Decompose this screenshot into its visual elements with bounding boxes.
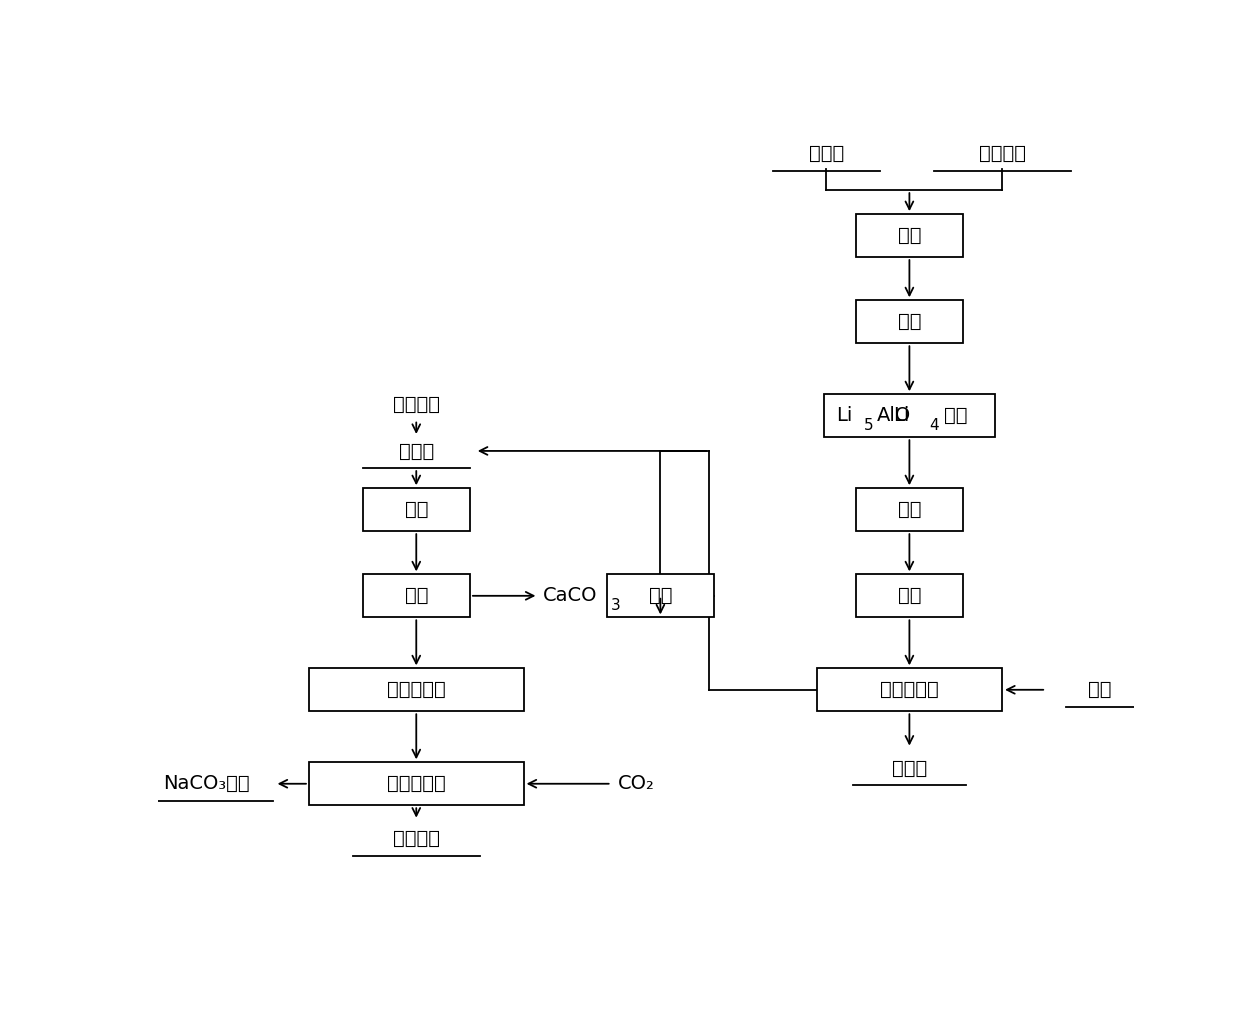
Text: 过滤: 过滤 [404,587,428,605]
Text: 铝粉: 铝粉 [1089,680,1111,700]
Text: NaCO₃溶液: NaCO₃溶液 [163,774,249,793]
Text: 熟料: 熟料 [944,406,968,425]
Text: CaCO: CaCO [543,587,597,605]
Text: 5: 5 [863,418,873,432]
Text: 真空热还原: 真空热还原 [879,680,939,700]
Text: 添加剂: 添加剂 [809,143,844,163]
Bar [363,575,470,617]
Text: 浸出: 浸出 [404,500,428,519]
Text: CO₂: CO₂ [617,774,654,793]
Text: 铝酸钠溶液: 铝酸钠溶液 [387,680,446,700]
Text: Li: Li [837,406,853,425]
Bar [856,488,963,531]
Bar [309,668,524,711]
Bar [856,300,963,344]
Text: AlO: AlO [877,406,911,425]
Text: 4: 4 [929,418,939,432]
Bar [856,575,963,617]
Bar [309,762,524,805]
Text: 混合碱液: 混合碱液 [393,395,440,414]
Text: 球磨: 球磨 [897,500,921,519]
Text: 还原渣: 还原渣 [398,441,433,461]
Text: Li: Li [893,406,910,425]
Text: 制团: 制团 [897,226,921,245]
Text: 煅烧: 煅烧 [897,312,921,332]
Bar [856,214,963,257]
Text: 煅烧: 煅烧 [649,587,672,605]
Text: 含锂原料: 含锂原料 [979,143,1026,163]
Bar [816,668,1002,711]
Text: 金属锂: 金属锂 [892,759,927,778]
Bar [363,488,470,531]
Bar [824,395,995,437]
Text: 3: 3 [611,598,620,612]
Text: 碳酸化分解: 碳酸化分解 [387,774,446,793]
Text: 氢氧化铝: 氢氧化铝 [393,829,440,848]
Bar [607,575,714,617]
Text: 制团: 制团 [897,587,921,605]
